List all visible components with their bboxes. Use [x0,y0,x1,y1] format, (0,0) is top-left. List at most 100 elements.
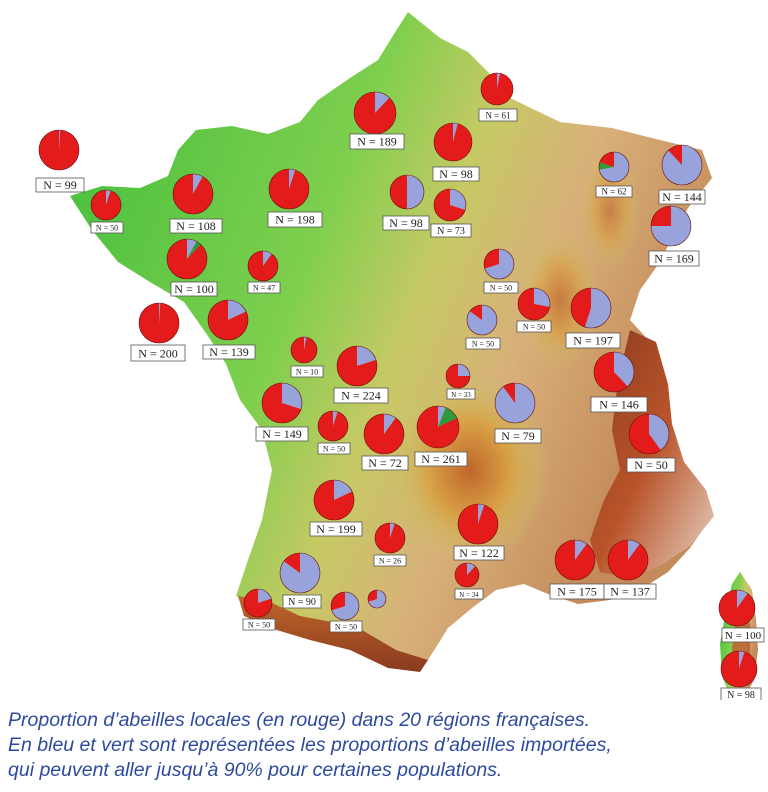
pie-chart-site: N = 224 [333,345,389,404]
sample-size-label-box [516,320,552,333]
pie-slice-red [269,169,310,209]
pie-slice-blue [263,251,272,266]
sample-size-label-box [430,223,472,238]
sample-size-label: N = 98 [389,216,422,230]
sample-size-label: N = 72 [368,456,401,470]
caption-line-1: Proportion d’abeilles locales (en rouge)… [8,709,591,731]
pie-slice-blue [575,540,587,560]
sample-size-label-box [648,250,700,267]
sample-size-label: N = 33 [451,391,471,399]
sample-size-label-box [333,387,389,404]
pie-slice-blue [584,288,611,328]
sample-size-label: N = 100 [725,630,762,642]
sample-size-label-box [565,332,621,349]
pie-slice-blue [159,303,161,323]
pie-chart-site [367,589,387,609]
pie-outline [268,168,310,210]
pie-slice-red [172,174,213,214]
pie-outline [207,299,249,341]
sample-size-label: N = 50 [323,445,345,454]
pie-slice-red [314,480,354,520]
pie-slice-blue [467,305,498,335]
pie-slice-red [651,206,671,226]
pie-chart-site: N = 98 [432,122,480,182]
pie-chart-site: N = 169 [648,205,700,267]
pie-outline [261,382,303,424]
pie-slice-blue [458,364,470,376]
pie-slice-red [390,175,407,209]
pie-slice-red [455,563,479,588]
sample-size-label: N = 175 [557,585,596,599]
sample-size-label: N = 198 [275,213,314,227]
pie-slice-blue [289,169,296,189]
pie-chart-site: N = 197 [565,287,621,349]
pie-slice-red [457,504,498,545]
pie-outline [628,413,670,455]
pie-slice-blue [628,540,640,560]
pie-outline [290,336,318,364]
sample-size-label-box [465,337,501,350]
pie-slice-red [139,303,180,344]
pie-chart-site: N = 50 [242,588,276,631]
pie-slice-blue [453,123,458,142]
pie-chart-site: N = 99 [35,129,85,193]
pie-slice-blue [662,145,703,186]
pie-outline [166,238,208,280]
sample-size-label: N = 47 [253,284,275,293]
pie-slice-blue [497,73,500,89]
pie-outline [336,345,378,387]
pie-chart-site: N = 199 [309,479,363,537]
pie-slice-blue [614,352,634,387]
pie-chart-site: N = 144 [658,144,706,205]
pie-outline [650,205,692,247]
sample-size-label-box [494,428,542,444]
pie-slice-blue [333,411,338,426]
pie-outline [433,122,473,162]
pyrenees-relief [238,596,428,672]
pie-chart-site: N = 72 [361,413,409,471]
sample-size-label-box [454,588,484,600]
sample-size-label-box [658,189,706,205]
pie-outline [363,413,405,455]
sample-size-label-box [35,177,85,193]
pie-slice-red [375,523,406,554]
sample-size-label: N = 149 [262,427,301,441]
sample-size-label: N = 62 [601,187,626,197]
sample-size-label-box [432,166,480,182]
pie-slice-red [283,553,300,573]
caption-line-2: En bleu et vert sont représentées les pr… [8,734,612,756]
pie-slice-red [336,346,377,386]
pie-outline [172,173,214,215]
sample-size-label: N = 108 [176,219,215,233]
pie-outline [598,151,630,183]
sample-size-label: N = 61 [485,110,510,120]
sample-size-label: N = 146 [599,398,638,412]
sample-size-label-box [590,396,648,413]
pie-outline [416,405,460,449]
sample-size-label-box [603,583,657,600]
pie-slice-blue [438,406,446,427]
sample-size-label-box [130,344,186,362]
pie-slice-blue [193,174,203,194]
pie-slice-red [434,123,472,161]
pie-chart-site: N = 79 [494,382,542,444]
pie-chart-site: N = 50 [329,591,363,633]
pie-slice-blue [407,175,424,209]
sample-size-label: N = 200 [138,346,177,360]
pie-outline [279,552,321,594]
pie-chart-site: N = 100 [166,238,218,297]
pie-slice-blue [467,563,476,575]
pie-outline [483,248,515,280]
pie-slice-red [317,411,348,442]
pie-chart-site: N = 10 [290,336,324,378]
sample-size-label: N = 137 [610,585,649,599]
pie-slice-blue [331,592,359,620]
pie-chart-site: N = 62 [595,151,633,198]
sample-size-label-box [247,281,281,294]
pie-outline [317,410,349,442]
pie-slice-red [417,406,460,449]
pie-slice-blue [484,249,515,279]
pie-chart-site: N = 108 [169,173,223,234]
pie-slice-red [434,189,466,222]
pie-outline [330,591,360,621]
